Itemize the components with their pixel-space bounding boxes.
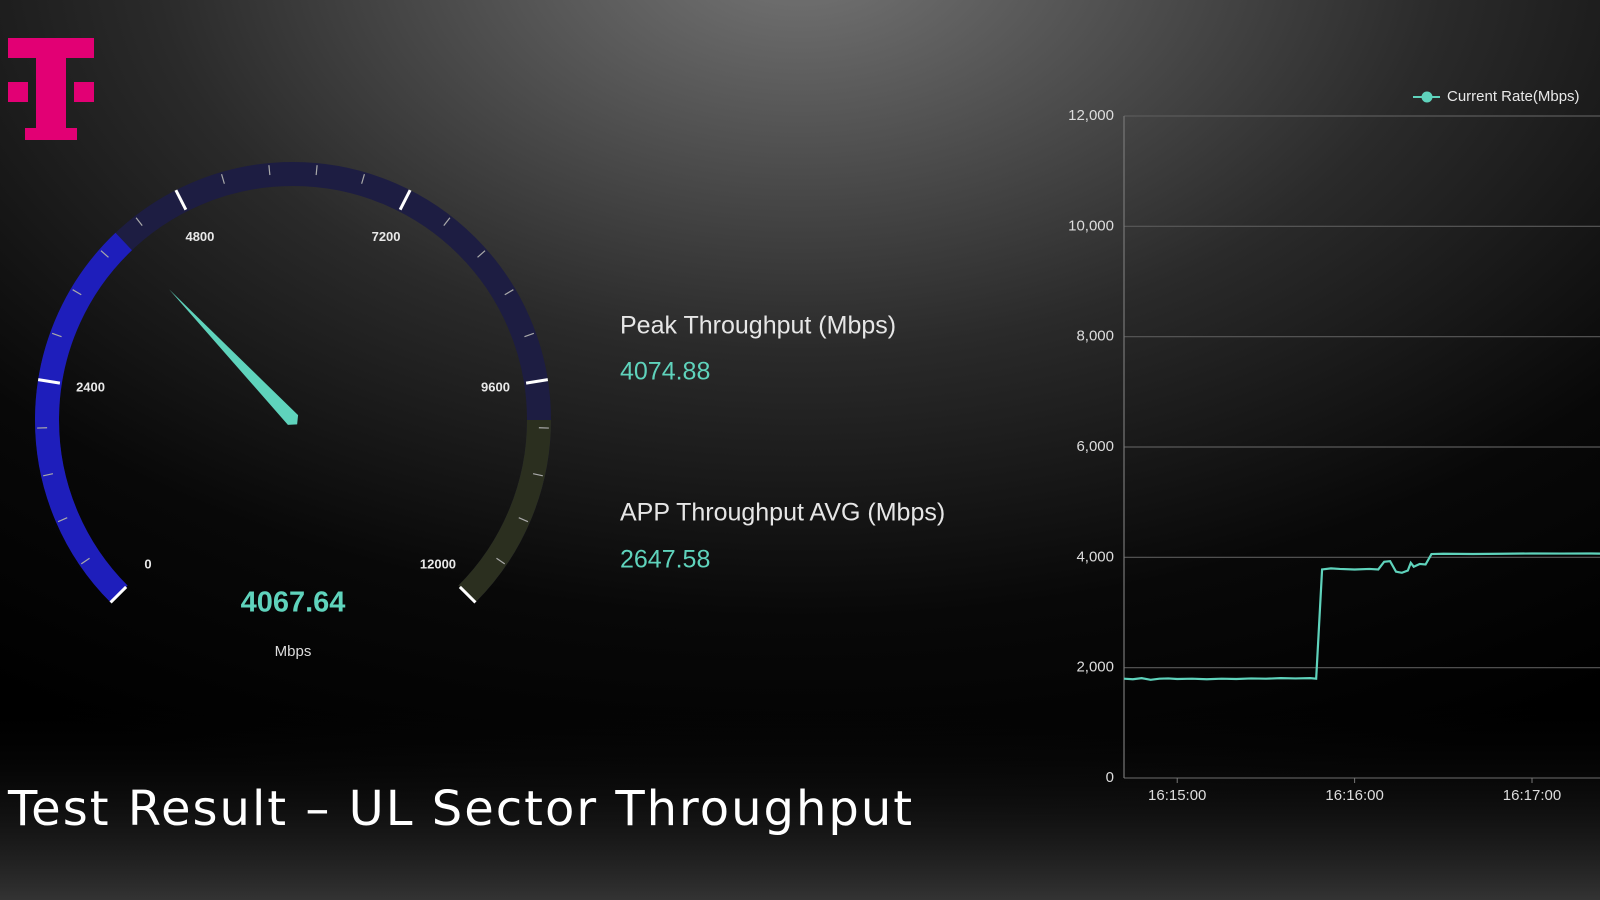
gauge-major-tick — [37, 378, 61, 385]
stat-value: 2647.58 — [620, 546, 710, 574]
stat-value: 4074.88 — [620, 358, 710, 386]
gauge-major-tick — [525, 378, 549, 385]
gauge-minor-tick — [524, 332, 535, 338]
gauge-minor-tick — [504, 289, 514, 296]
gauge-minor-tick — [135, 217, 143, 226]
gauge-minor-tick — [221, 173, 225, 184]
gauge-end-zone — [458, 419, 551, 603]
gauge-value: 4067.64 — [241, 587, 346, 619]
gauge-minor-tick — [100, 250, 109, 258]
gauge-minor-tick — [51, 332, 62, 338]
gauge-major-tick — [109, 585, 128, 604]
gauge-minor-tick — [361, 173, 365, 184]
gauge-minor-tick — [80, 557, 90, 565]
gauge-tick-label: 7200 — [372, 229, 401, 244]
y-tick-label: 10,000 — [1068, 217, 1114, 234]
gauge-tick-label: 4800 — [185, 229, 214, 244]
background-floor — [0, 700, 1600, 900]
stat-label: APP Throughput AVG (Mbps) — [620, 499, 945, 527]
gauge-minor-tick — [72, 289, 82, 296]
gauge-minor-tick — [443, 217, 451, 226]
gauge-minor-tick — [518, 517, 529, 523]
gauge-tick-label: 12000 — [420, 556, 456, 571]
gauge-minor-tick — [43, 473, 54, 477]
y-tick-label: 6,000 — [1076, 438, 1114, 455]
gauge-minor-tick — [496, 557, 506, 565]
legend-label: Current Rate(Mbps) — [1447, 88, 1580, 105]
data-line — [1123, 552, 1600, 681]
y-tick-label: 8,000 — [1076, 328, 1114, 345]
gauge-progress — [35, 232, 132, 603]
logo — [8, 38, 94, 140]
gauge-minor-tick — [315, 165, 318, 176]
y-tick-label: 4,000 — [1076, 548, 1114, 565]
gauge-major-tick — [398, 189, 412, 211]
gauge-major-tick — [174, 189, 188, 211]
stat-label: Peak Throughput (Mbps) — [620, 312, 896, 340]
y-tick-label: 2,000 — [1076, 659, 1114, 676]
y-tick-label: 12,000 — [1068, 107, 1114, 124]
gauge-unit: Mbps — [275, 643, 312, 660]
page-title: Test Result – UL Sector Throughput — [7, 781, 914, 837]
gauge-tick-label: 0 — [144, 556, 151, 571]
y-tick-label: 0 — [1106, 769, 1114, 786]
gauge-minor-tick — [532, 473, 543, 477]
x-tick-label: 16:15:00 — [1148, 787, 1206, 804]
gauge-minor-tick — [477, 250, 486, 258]
gauge-tick-label: 2400 — [76, 379, 105, 394]
gauge-major-tick — [458, 585, 477, 604]
x-tick-label: 16:16:00 — [1325, 787, 1383, 804]
gauge-tick-label: 9600 — [481, 379, 510, 394]
legend-marker — [1421, 91, 1433, 103]
x-tick-label: 16:17:00 — [1503, 787, 1561, 804]
gauge-needle — [169, 289, 299, 425]
gauge-minor-tick — [57, 517, 68, 523]
gauge-minor-tick — [268, 165, 271, 176]
